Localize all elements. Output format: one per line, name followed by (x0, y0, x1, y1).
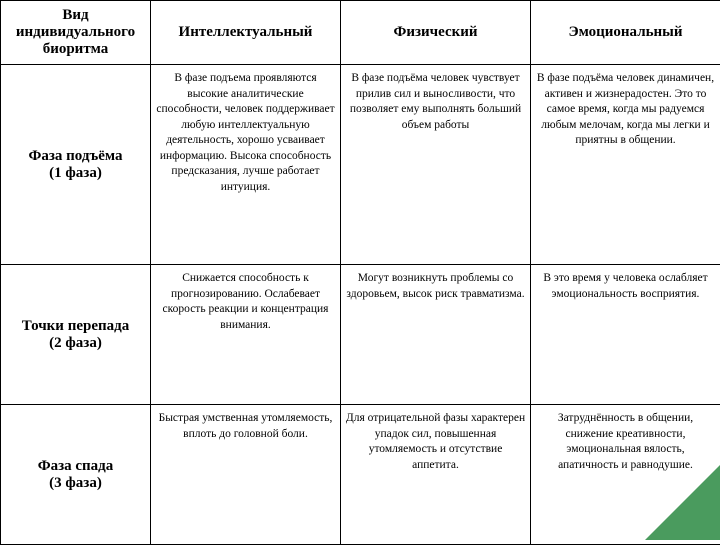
cell-physical-3: Для отрицательной фазы характерен упадок… (341, 405, 531, 545)
col-header-physical: Физический (341, 1, 531, 65)
row-label-phase2: Точки перепада (2 фаза) (1, 265, 151, 405)
biorhythm-table: Вид индивидуального биоритма Интеллектуа… (0, 0, 720, 545)
cell-emotional-1: В фазе подъёма человек динамичен, активе… (531, 65, 720, 265)
col-header-emotional: Эмоциональный (531, 1, 720, 65)
corner-header: Вид индивидуального биоритма (1, 1, 151, 65)
row-label-phase1: Фаза подъёма (1 фаза) (1, 65, 151, 265)
table-row: Фаза спада (3 фаза) Быстрая умственная у… (1, 405, 720, 545)
col-header-intellectual: Интеллектуальный (151, 1, 341, 65)
cell-intellectual-2: Снижается способность к прогнозированию.… (151, 265, 341, 405)
cell-physical-2: Могут возникнуть проблемы со здоровьем, … (341, 265, 531, 405)
table-row: Фаза подъёма (1 фаза) В фазе подъема про… (1, 65, 720, 265)
cell-intellectual-3: Быстрая умственная утомляемость, вплоть … (151, 405, 341, 545)
cell-intellectual-1: В фазе подъема проявляются высокие анали… (151, 65, 341, 265)
corner-decoration (645, 465, 720, 540)
table-row: Точки перепада (2 фаза) Снижается способ… (1, 265, 720, 405)
row-label-phase3: Фаза спада (3 фаза) (1, 405, 151, 545)
cell-physical-1: В фазе подъёма человек чувствует прилив … (341, 65, 531, 265)
header-row: Вид индивидуального биоритма Интеллектуа… (1, 1, 720, 65)
cell-emotional-2: В это время у человека ослабляет эмоцион… (531, 265, 720, 405)
